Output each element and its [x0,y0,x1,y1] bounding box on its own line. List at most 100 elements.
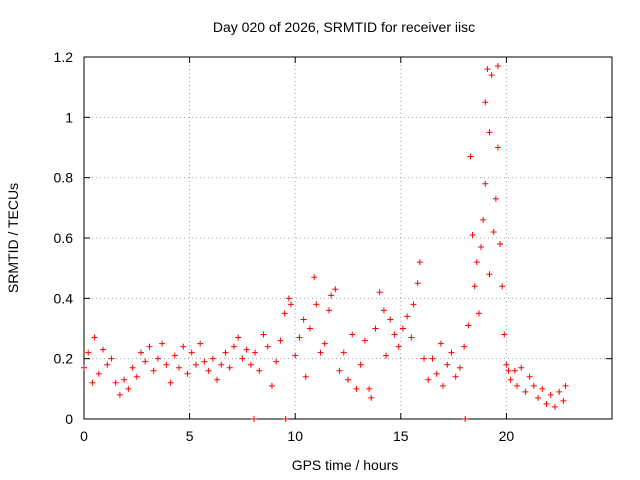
data-point [380,307,387,314]
y-tick-label: 0.6 [54,230,74,246]
data-point [349,331,356,338]
data-point [154,355,161,362]
data-point [560,397,567,404]
data-point [180,343,187,350]
data-point [429,355,436,362]
data-point [300,316,307,323]
data-point [461,343,468,350]
data-point [247,361,254,368]
data-point [361,337,368,344]
data-point [556,388,563,395]
data-point [387,316,394,323]
y-tick-label: 0.4 [54,290,74,306]
data-point [171,352,178,359]
data-point [475,310,482,317]
data-point [518,364,525,371]
data-point [256,367,263,374]
data-point [440,382,447,389]
data-point [142,358,149,365]
data-point [273,358,280,365]
data-point [492,195,499,202]
data-point [395,343,402,350]
data-point [108,355,115,362]
data-point [332,286,339,293]
data-point [81,364,87,371]
data-point [471,283,478,290]
data-point [410,301,417,308]
data-point [416,259,423,266]
data-point [467,153,474,160]
data-point [317,349,324,356]
data-point [104,361,111,368]
data-point [526,373,533,380]
data-point [366,385,373,392]
data-point [497,241,504,248]
data-point [146,343,153,350]
axis-ticks: 0 5 10 15 20 0 0.2 0.4 0.6 0.8 1 1.2 [54,49,612,444]
data-point [456,364,463,371]
data-point [404,313,411,320]
data-point [129,364,136,371]
y-tick-label: 1 [65,109,73,125]
data-point [159,340,166,347]
data-point [321,340,328,347]
x-tick-label: 20 [499,428,515,444]
data-point [484,66,491,73]
data-point [226,364,233,371]
data-point [138,349,145,356]
data-point [437,340,444,347]
data-point [448,349,455,356]
data-point [176,364,183,371]
data-point [214,376,221,383]
data-point [296,334,303,341]
data-point [444,361,451,368]
data-point [277,337,284,344]
data-point [163,361,170,368]
data-point [473,259,480,266]
data-point [268,382,275,389]
x-axis-label: GPS time / hours [292,457,399,473]
data-point [328,292,335,299]
y-axis-label: SRMTID / TECUs [5,183,21,293]
x-tick-label: 0 [80,428,88,444]
y-tick-label: 0 [65,411,73,427]
data-point [372,325,379,332]
data-point [306,325,313,332]
chart-title: Day 020 of 2026, SRMTID for receiver iis… [213,19,475,35]
data-point [522,388,529,395]
data-point [452,373,459,380]
data-point [562,382,569,389]
data-point [235,334,242,341]
data-point [482,99,489,106]
data-point [230,343,237,350]
data-point [383,352,390,359]
data-point [192,361,199,368]
data-point [408,334,415,341]
y-tick-label: 0.2 [54,351,74,367]
data-point [547,391,554,398]
data-point [239,355,246,362]
data-point [490,228,497,235]
data-point [112,379,119,386]
y-tick-label: 0.8 [54,170,74,186]
data-point [353,385,360,392]
data-point [282,416,289,422]
data-point [116,391,123,398]
data-point [414,280,421,287]
data-point [287,301,294,308]
points [81,63,569,422]
x-tick-label: 10 [287,428,303,444]
data-point [486,129,493,136]
data-point [421,355,428,362]
data-point [133,373,140,380]
data-point [222,349,229,356]
data-point [95,370,102,377]
data-point [368,394,375,401]
data-point [465,322,472,329]
data-point [433,370,440,377]
data-point [302,373,309,380]
data-point [478,244,485,251]
data-point [511,367,518,374]
data-point [260,331,267,338]
